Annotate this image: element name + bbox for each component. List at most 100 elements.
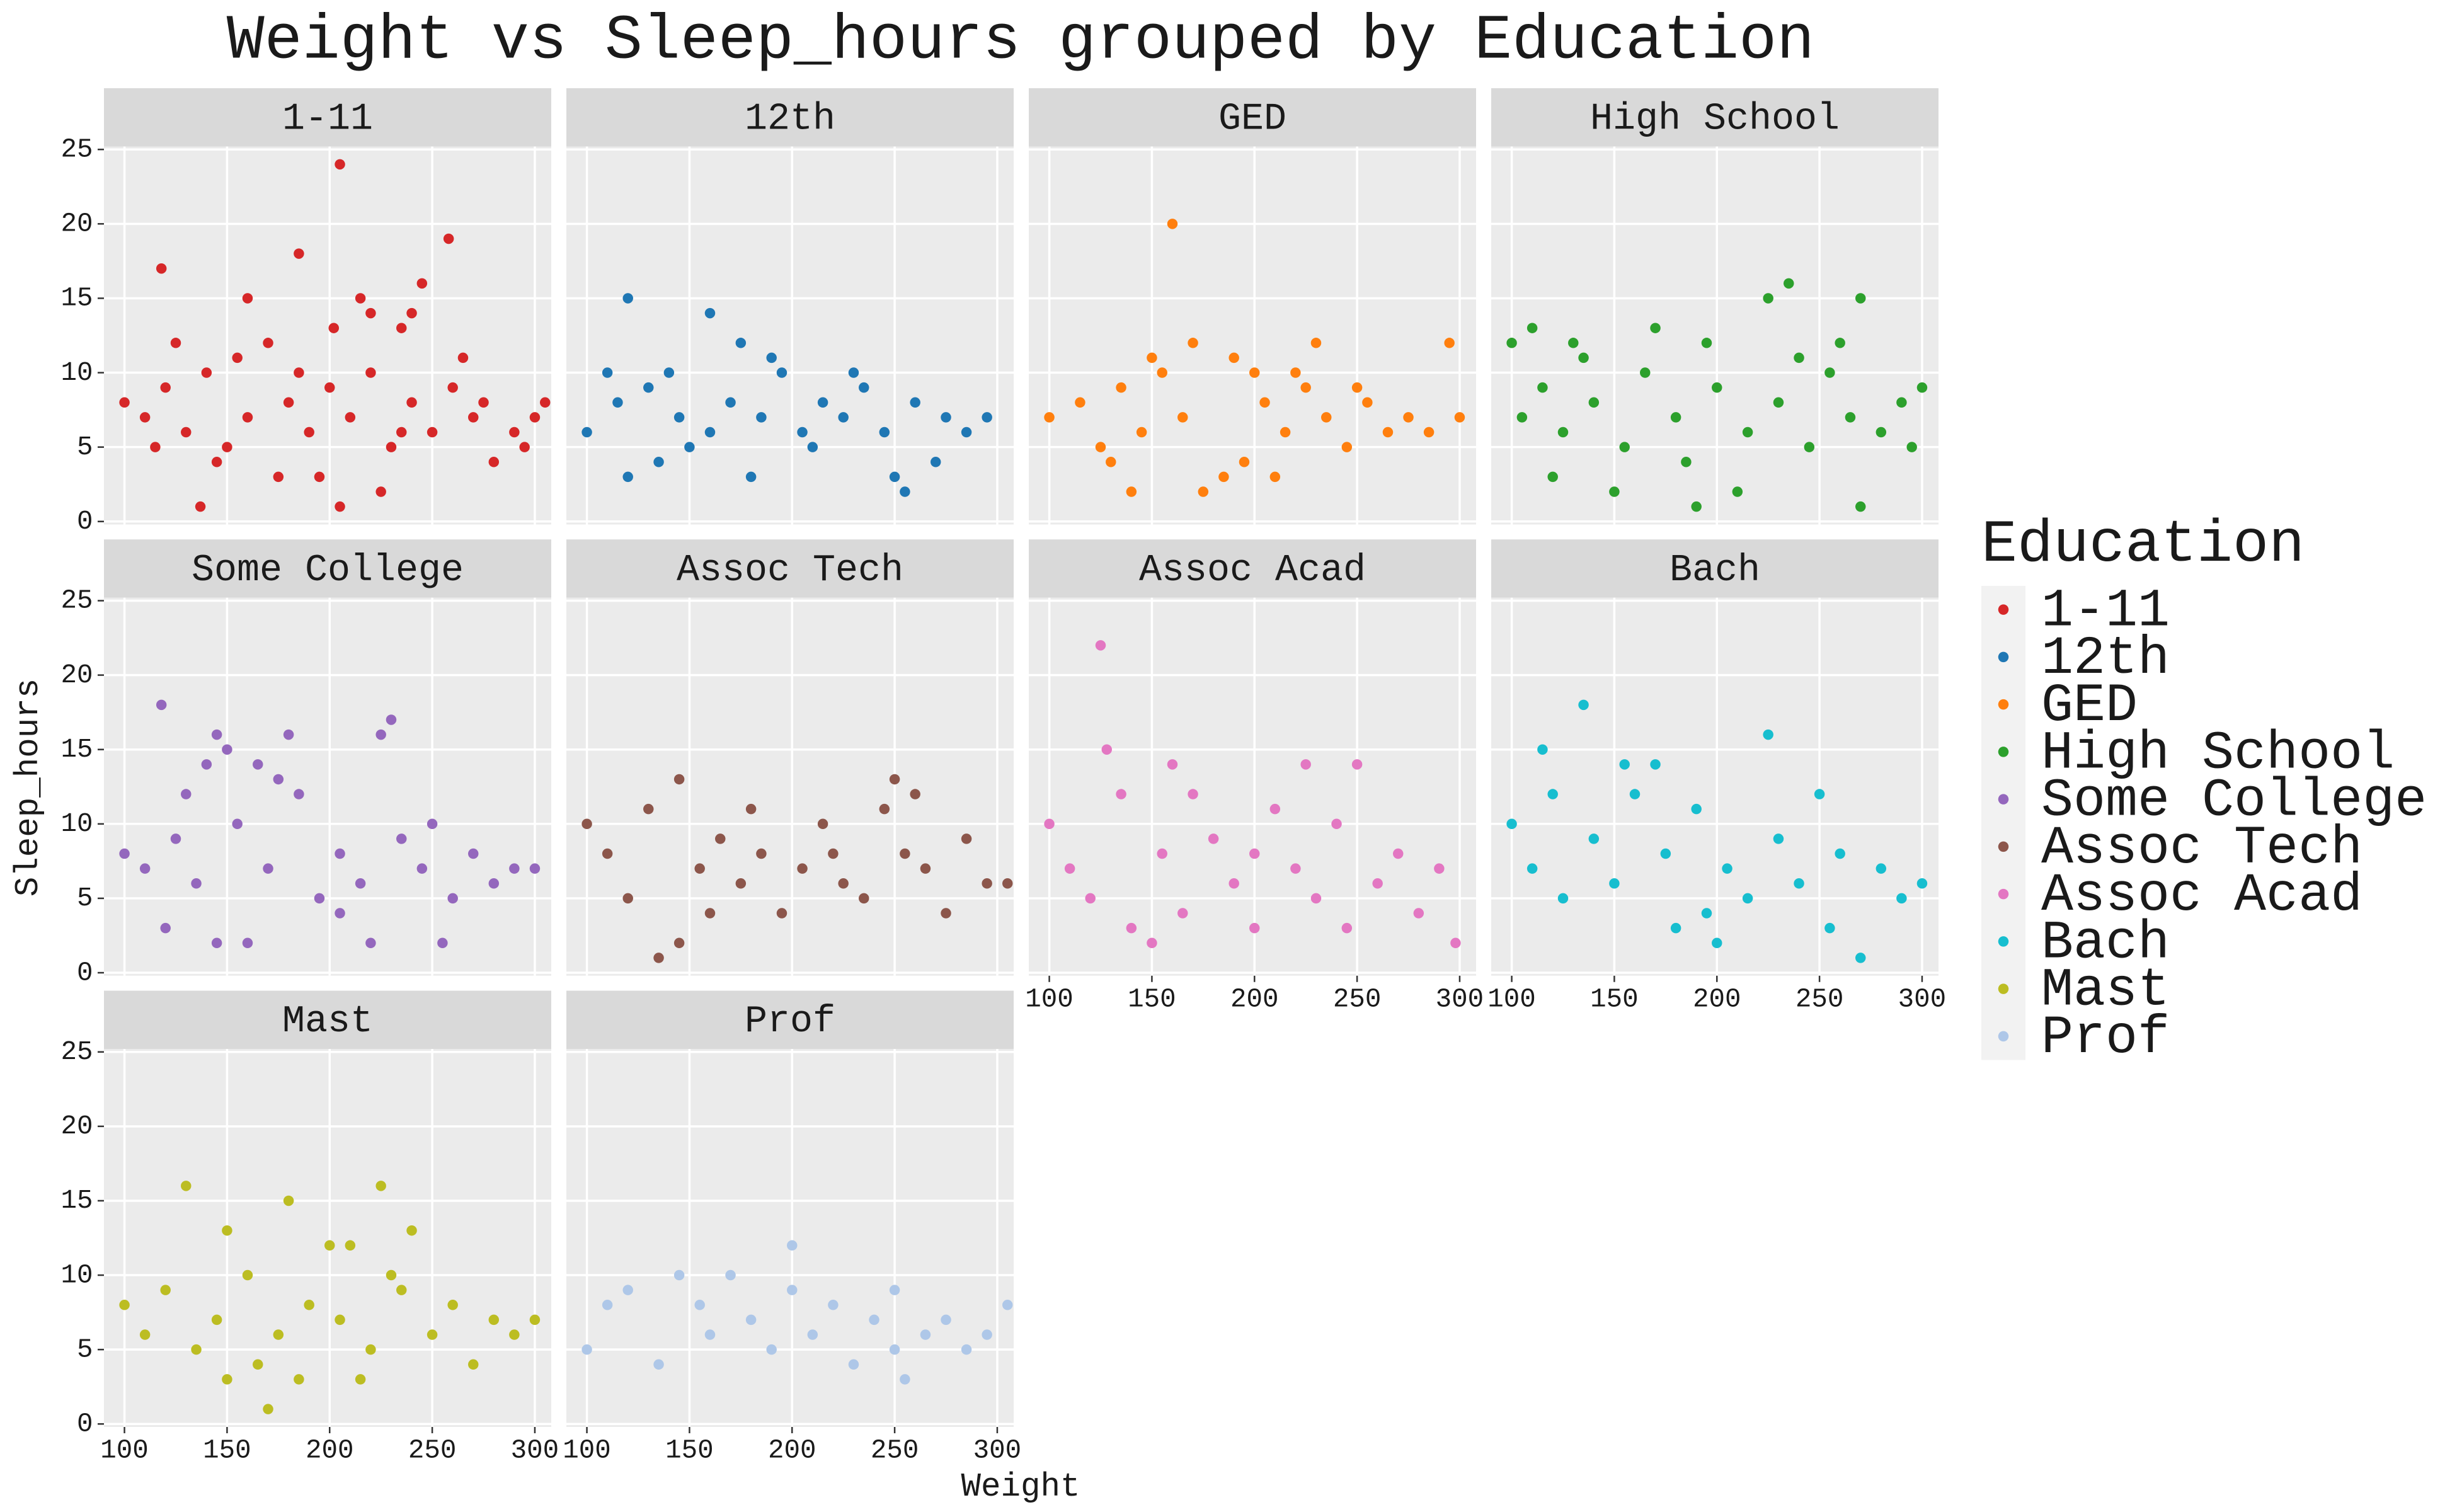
point [745,1314,757,1326]
point [1002,878,1013,889]
point [663,367,675,378]
point [1506,338,1517,348]
point [612,397,623,408]
point [375,1181,386,1191]
point [776,908,788,919]
point [1382,427,1394,438]
point [1660,848,1671,859]
point [263,338,273,348]
point [1701,908,1712,919]
point [1650,323,1661,333]
point [920,1329,931,1340]
point [715,833,726,844]
point [1722,863,1732,874]
legend-label: Prof [2041,1007,2170,1068]
point [1588,833,1600,844]
point [889,1285,900,1295]
point [355,293,366,304]
point [1588,397,1600,408]
point [195,501,206,512]
point [858,382,869,393]
point [694,1300,705,1310]
point [797,863,808,874]
point [581,1344,592,1355]
point [488,878,500,889]
legend-key [1998,604,2009,615]
legend-key [1998,747,2009,757]
point [328,323,340,333]
point [1557,427,1569,438]
legend-key [1998,936,2009,947]
point [294,789,304,799]
x-tick-label: 300 [973,1436,1022,1466]
point [396,427,407,438]
point [365,1344,376,1355]
point [335,1314,345,1326]
point [365,307,376,319]
point [1116,789,1126,799]
point [211,1314,222,1326]
point [396,833,407,844]
point [1506,818,1517,830]
strip-label: GED [1218,98,1286,141]
point [694,863,705,874]
strip [104,539,551,598]
point [838,878,849,889]
point [1351,382,1363,393]
strip-label: Some College [192,549,464,592]
point [437,937,448,949]
point [1578,699,1589,711]
point [119,397,130,408]
point [817,818,828,830]
point [1557,893,1569,904]
point [879,803,890,815]
point [345,412,356,423]
point [1188,338,1198,348]
strip-label: Assoc Acad [1139,549,1366,592]
point [1814,789,1825,799]
y-tick-label: 0 [77,1409,93,1440]
legend-key [1998,699,2009,710]
point [283,397,294,408]
point [242,937,253,949]
point [1331,818,1342,830]
point [211,457,222,467]
point [1537,382,1548,393]
point [222,744,232,755]
point [365,367,376,378]
point [848,367,859,378]
point [304,427,314,438]
point [704,908,716,919]
point [242,412,253,423]
point [900,486,910,497]
point [1157,848,1167,859]
panel [1491,597,1939,976]
point [294,1374,304,1385]
point [735,338,747,348]
point [1249,848,1260,859]
point [222,1225,232,1236]
point [324,1240,335,1251]
y-tick-label: 20 [60,209,93,239]
point [139,863,151,874]
point [406,397,417,408]
point [488,1314,500,1326]
point [1650,759,1661,770]
point [170,338,181,348]
point [273,1329,284,1340]
point [509,863,520,874]
y-tick-label: 15 [60,1186,93,1216]
y-tick-label: 5 [77,1334,93,1365]
point [1188,789,1198,799]
point [156,699,167,711]
point [488,457,500,467]
point [529,863,541,874]
point [1403,412,1414,423]
panel [104,597,551,976]
point [1568,338,1579,348]
x-tick-label: 250 [1796,984,1844,1014]
point [1876,427,1887,438]
point [1855,293,1866,304]
point [684,442,695,452]
point [304,1300,314,1310]
